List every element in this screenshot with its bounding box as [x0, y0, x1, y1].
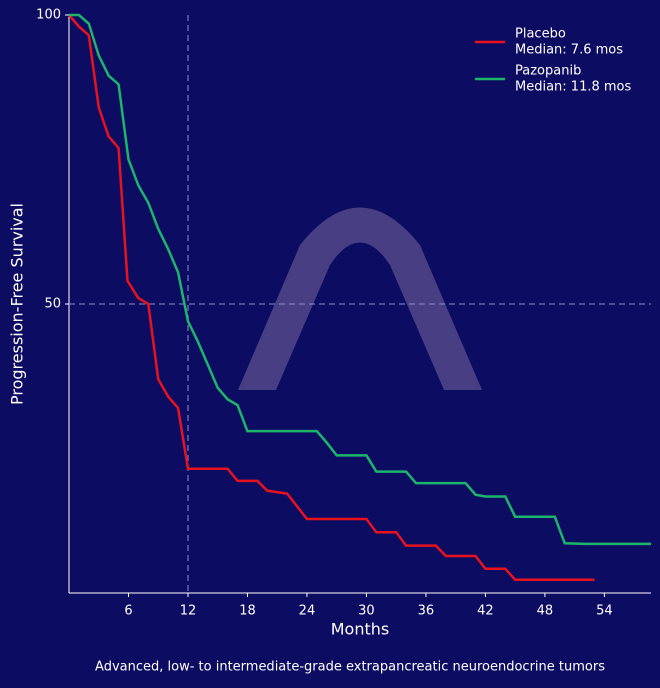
x-tick-label: 42: [477, 604, 494, 619]
x-tick-label: 6: [124, 604, 132, 619]
x-axis-label: Months: [331, 620, 389, 639]
x-tick-label: 18: [239, 604, 256, 619]
survival-curve: [69, 13, 651, 546]
legend-label: Pazopanib: [515, 64, 581, 79]
x-tick-label: 24: [299, 604, 316, 619]
y-tick-label: 50: [44, 297, 61, 312]
survival-curve: [68, 14, 595, 581]
x-tick-label: 54: [596, 604, 613, 619]
x-tick-label: 36: [418, 604, 435, 619]
caption: Advanced, low- to intermediate-grade ext…: [95, 660, 605, 675]
x-tick-label: 48: [537, 604, 554, 619]
legend-label: Placebo: [515, 27, 566, 42]
legend-median: Median: 7.6 mos: [515, 43, 623, 58]
x-tick-label: 30: [358, 604, 375, 619]
watermark-logo: [238, 207, 482, 390]
legend-median: Median: 11.8 mos: [515, 80, 631, 95]
y-axis-label: Progression-Free Survival: [8, 203, 27, 405]
x-tick-label: 12: [180, 604, 197, 619]
y-tick-label: 100: [36, 8, 61, 23]
